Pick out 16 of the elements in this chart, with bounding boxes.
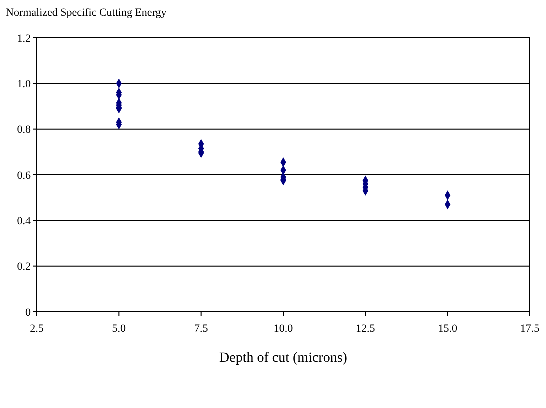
x-tick-label: 5.0 — [112, 323, 127, 335]
x-tick-label: 10.0 — [274, 323, 294, 335]
x-axis-title: Depth of cut (microns) — [220, 351, 348, 366]
y-tick-label: 1.2 — [17, 32, 31, 45]
y-tick-label: 1.0 — [17, 78, 32, 91]
y-tick-label: 0.4 — [17, 216, 32, 228]
x-tick-label: 7.5 — [194, 323, 209, 335]
x-tick-label: 2.5 — [30, 323, 44, 335]
x-tick-label: 17.5 — [520, 323, 540, 335]
x-tick-label: 12.5 — [356, 323, 376, 335]
y-tick-label: 0 — [26, 306, 32, 319]
y-tick-label: 0.8 — [17, 124, 32, 136]
y-tick-label: 0.2 — [17, 261, 31, 274]
y-axis-title: Normalized Specific Cutting Energy — [6, 7, 168, 19]
x-tick-label: 15.0 — [438, 323, 458, 335]
y-tick-label: 0.6 — [17, 170, 32, 182]
